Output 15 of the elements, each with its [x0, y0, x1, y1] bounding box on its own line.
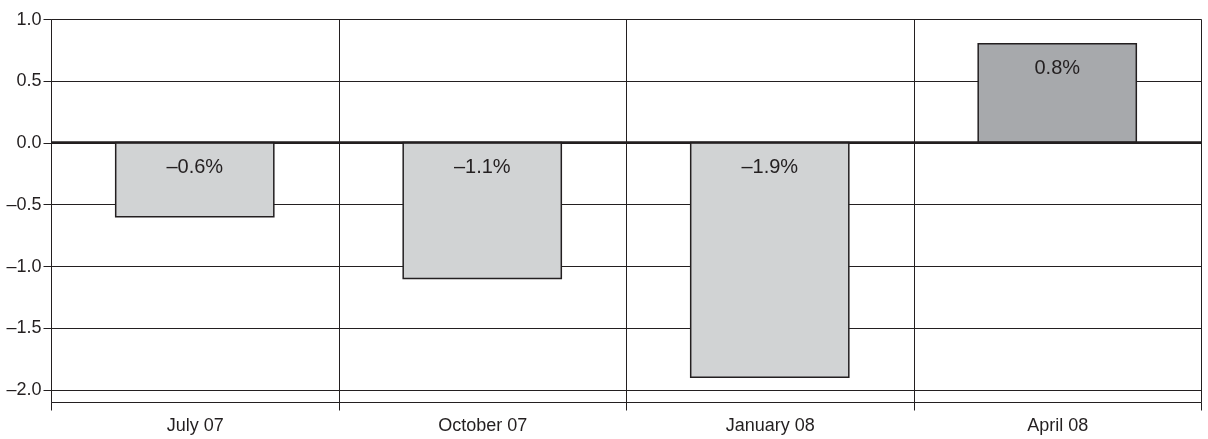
y-tick-label: –0.5: [6, 193, 42, 214]
x-tick-label: July 07: [166, 414, 224, 435]
x-tick-label: January 08: [725, 414, 815, 435]
data-label: –1.1%: [453, 154, 511, 177]
x-tick-label: April 08: [1027, 414, 1089, 435]
x-tick-label: October 07: [438, 414, 528, 435]
y-tick-label: 1.0: [16, 8, 42, 29]
y-tick-label: –2.0: [6, 379, 42, 400]
data-label: 0.8%: [1034, 55, 1081, 78]
y-tick-label: 0.0: [16, 132, 42, 153]
y-tick-label: –1.5: [6, 317, 42, 338]
data-label: –1.9%: [741, 154, 799, 177]
y-tick-label: –1.0: [6, 255, 42, 276]
y-tick-label: 0.5: [16, 70, 42, 91]
data-label: –0.6%: [166, 154, 224, 177]
